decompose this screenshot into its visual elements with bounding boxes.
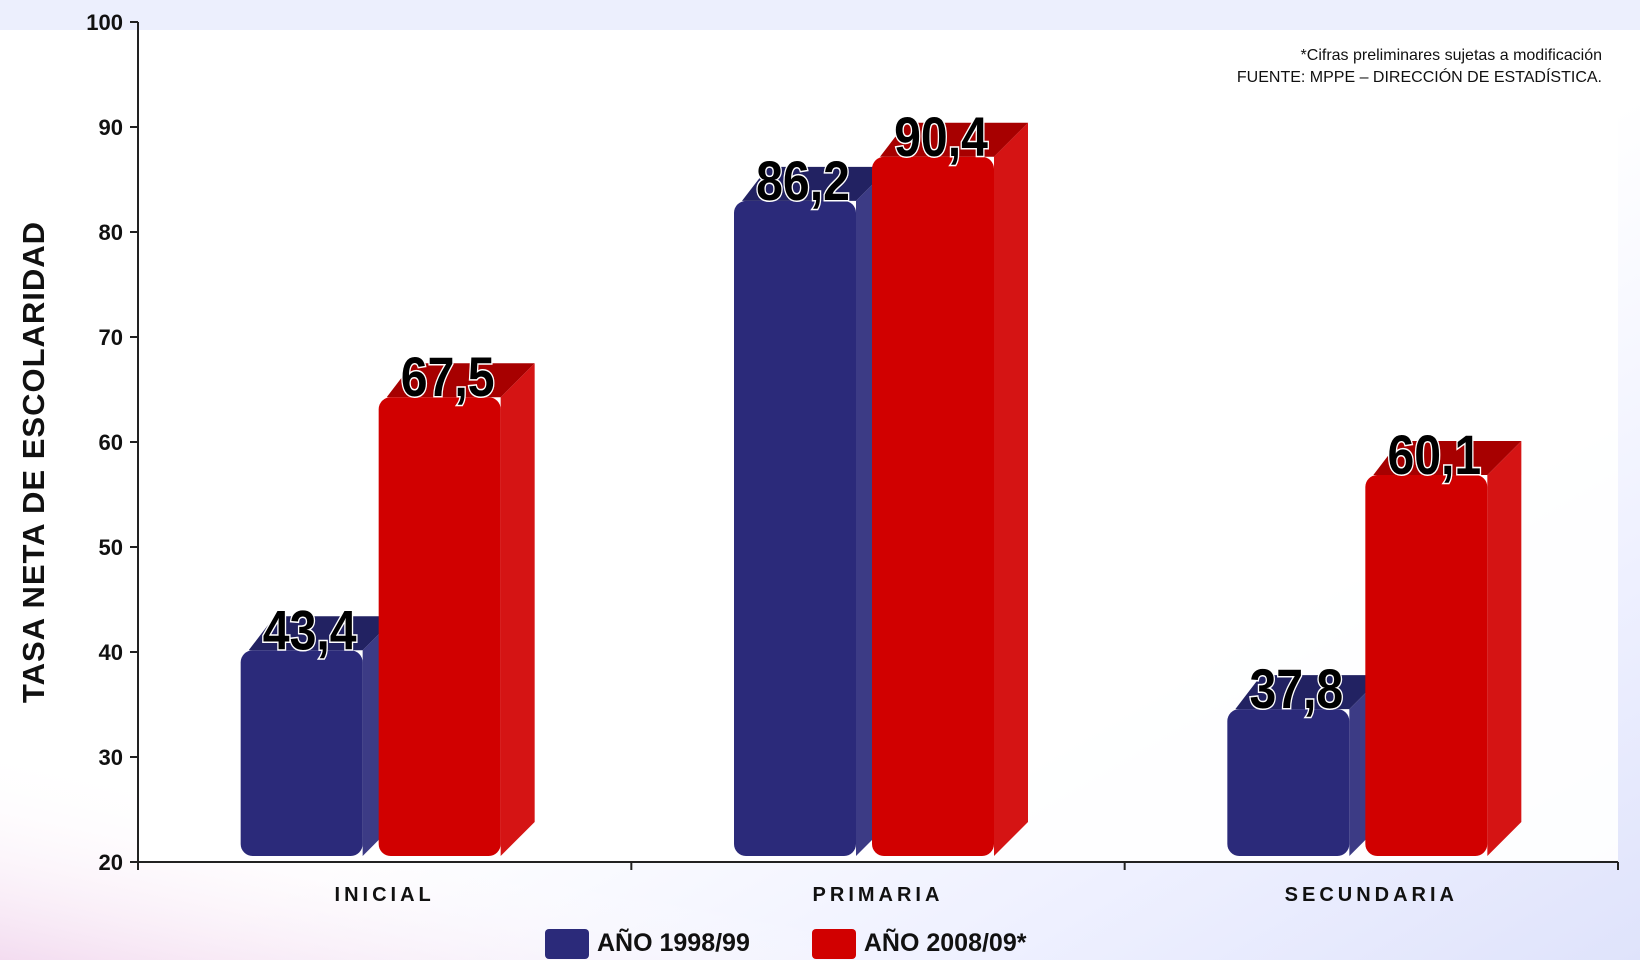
y-tick-label: 30: [99, 745, 123, 770]
y-tick-label: 40: [99, 640, 123, 665]
y-tick-label: 50: [99, 535, 123, 560]
legend-item-2008: AÑO 2008/09*: [811, 928, 1027, 959]
value-label-inicial-0: 43,4: [263, 600, 357, 662]
bar-top-face: [880, 122, 1028, 157]
y-tick-label: 70: [99, 325, 123, 350]
bar-primaria-0: [734, 166, 890, 856]
bar-side-face: [1487, 440, 1522, 856]
y-tick-label: 20: [99, 850, 123, 875]
legend: AÑO 1998/99 AÑO 2008/09*: [545, 927, 1088, 960]
y-tick-label: 100: [86, 10, 123, 35]
bar-inicial-1: [378, 363, 535, 856]
x-category-label: SECUNDARIA: [1285, 884, 1458, 906]
value-label-primaria-1: 90,4: [894, 106, 988, 168]
y-axis-title: TASA NETA DE ESCOLARIDAD: [16, 221, 51, 703]
note-preliminary: *Cifras preliminares sujetas a modificac…: [1300, 47, 1602, 64]
bar-top-face: [742, 166, 890, 201]
value-label-primaria-0: 86,2: [756, 151, 850, 213]
bar-side-face: [500, 363, 535, 856]
bar-top-face: [248, 616, 397, 651]
x-category-label: INICIAL: [335, 884, 435, 906]
y-tick-label: 80: [99, 220, 123, 245]
x-category-label: PRIMARIA: [813, 884, 944, 906]
bar-front-face: [1365, 474, 1488, 856]
bar-primaria-1: [872, 122, 1028, 857]
bar-front-face: [1227, 709, 1350, 856]
bar-secundaria-1: [1365, 440, 1522, 856]
bar-front-face: [734, 200, 856, 856]
bar-top-face: [1235, 675, 1384, 710]
bar-front-face: [240, 650, 363, 856]
y-tick-label: 60: [99, 430, 123, 455]
y-tick-label: 90: [99, 115, 123, 140]
legend-label-2008: AÑO 2008/09*: [863, 929, 1027, 957]
bar-front-face: [378, 397, 501, 856]
bar-side-face: [994, 122, 1028, 857]
legend-label-1998: AÑO 1998/99: [597, 929, 750, 957]
bar-top-face: [1373, 440, 1522, 475]
value-label-secundaria-0: 37,8: [1249, 659, 1343, 721]
value-label-secundaria-1: 60,1: [1387, 425, 1481, 487]
legend-swatch-2008: [811, 928, 856, 959]
source-note: *Cifras preliminares sujetas a modificac…: [1237, 45, 1602, 89]
legend-item-1998: AÑO 1998/99: [545, 928, 750, 959]
note-source: FUENTE: MPPE – DIRECCIÓN DE ESTADÍSTICA.: [1236, 69, 1602, 86]
value-label-inicial-1: 67,5: [401, 347, 495, 409]
legend-swatch-1998: [545, 928, 589, 959]
bar-front-face: [872, 156, 994, 857]
bar-top-face: [386, 363, 535, 398]
